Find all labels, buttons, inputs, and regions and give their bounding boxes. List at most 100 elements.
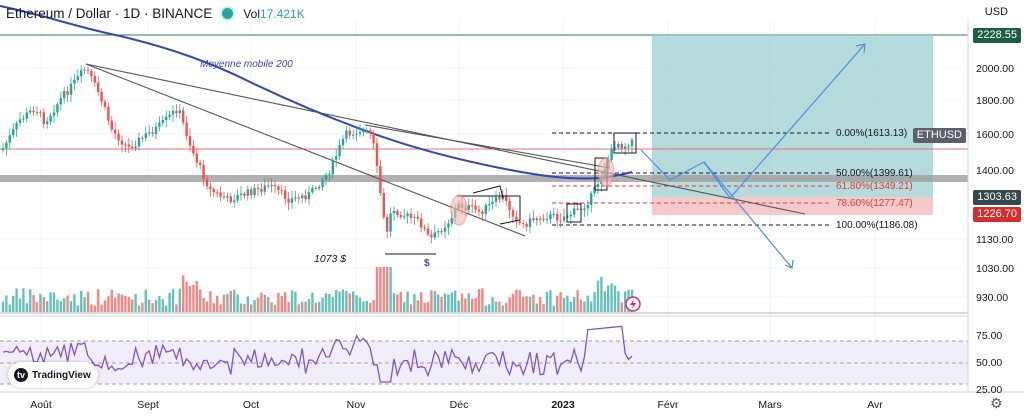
candle-body <box>29 110 32 113</box>
candle-body <box>212 189 215 193</box>
time-tick: Mars <box>758 399 781 411</box>
candle-body <box>103 101 107 107</box>
candle-body <box>236 194 239 201</box>
candle-body <box>199 162 202 165</box>
volume-bar <box>18 298 22 312</box>
fib-retracement[interactable] <box>552 132 830 226</box>
volume-bar <box>46 301 49 312</box>
fib-labels: 0.00%(1613.13) 50.00%(1399.61) 61.80%(13… <box>836 128 918 231</box>
candle-body <box>120 140 124 145</box>
candle-body <box>32 110 35 113</box>
volume-bar <box>22 288 25 312</box>
volume-bar <box>573 296 576 312</box>
candle-body <box>508 200 511 210</box>
volume-bar <box>477 289 481 312</box>
candle-body <box>117 133 120 141</box>
settings-gear-icon[interactable]: ⚙ <box>990 395 1003 411</box>
candle-body <box>175 110 178 114</box>
candle-body <box>233 200 236 202</box>
candle-body <box>161 120 164 123</box>
symbol-title[interactable]: Ethereum / Dollar · 1D · BINANCE <box>6 6 213 21</box>
volume-bar <box>596 280 600 312</box>
volume-bar <box>29 289 32 312</box>
tradingview-logo[interactable]: tv TradingView <box>8 362 98 388</box>
price-axis[interactable]: 2000.00 1800.00 1600.00 1400.00 1130.00 … <box>976 63 1014 304</box>
volume-bar <box>5 295 8 312</box>
volume-bar <box>406 291 409 312</box>
candle-body <box>52 112 56 116</box>
candle-body <box>630 139 634 147</box>
volume-bar <box>56 299 59 312</box>
volume-bar <box>617 291 620 312</box>
candle-body <box>8 135 11 143</box>
candle-body <box>416 216 419 219</box>
candle-body <box>131 146 134 149</box>
volume-bar <box>134 293 137 312</box>
volume-bar <box>579 299 583 312</box>
volume-bar <box>348 293 351 312</box>
volume-bar <box>219 304 222 312</box>
projection-alt-path[interactable] <box>703 161 793 269</box>
candle-body <box>141 137 144 139</box>
candle-body <box>263 185 266 192</box>
tradingview-mark-icon: tv <box>14 368 28 382</box>
volume-bars <box>1 267 634 312</box>
price-tick: 1030.00 <box>976 263 1014 275</box>
rsi-axis[interactable]: 75.00 50.00 25.00 <box>976 330 1002 396</box>
volume-bar <box>318 301 321 312</box>
volume-bar <box>148 299 151 312</box>
volume-bar <box>522 296 525 312</box>
time-tick: Nov <box>347 399 366 411</box>
volume-bar <box>141 302 144 312</box>
ma-label: Moyenne mobile 200 <box>200 59 293 70</box>
candle-body <box>488 204 491 206</box>
volume-bar <box>239 303 243 312</box>
moving-average-200[interactable] <box>0 5 633 180</box>
volume-bar <box>314 302 317 312</box>
fib-label-50: 50.00%(1399.61) <box>836 168 913 179</box>
candle-body <box>134 146 137 149</box>
volume-bar <box>437 294 440 312</box>
candle-body <box>137 137 141 147</box>
candle-body <box>107 106 110 121</box>
candle-body <box>379 166 382 194</box>
volume-bar <box>73 294 76 312</box>
candle-body <box>216 192 219 194</box>
market-status-icon <box>220 6 236 21</box>
candle-body <box>440 231 443 233</box>
volume-bar <box>290 290 294 312</box>
volume-bar <box>168 292 171 312</box>
stop-zone[interactable] <box>652 197 933 215</box>
target-zone[interactable] <box>652 35 933 197</box>
candle-body <box>583 208 586 210</box>
volume-bar <box>467 293 470 312</box>
time-tick: Oct <box>243 399 259 411</box>
volume-bar <box>124 296 127 312</box>
candle-body <box>386 217 389 232</box>
candle-body <box>202 164 205 180</box>
volume-legend[interactable]: Vol17.421K <box>243 7 304 21</box>
candle-body <box>243 193 246 196</box>
candle-body <box>195 153 198 163</box>
volume-bar <box>226 293 229 312</box>
volume-bar <box>246 296 249 312</box>
volume-bar <box>511 293 515 312</box>
candle-body <box>93 76 96 83</box>
candle-body <box>83 69 86 71</box>
volume-bar <box>362 301 365 312</box>
volume-bar <box>49 292 52 312</box>
candle-body <box>471 205 474 207</box>
volume-bar <box>358 297 362 312</box>
volume-bar <box>454 290 457 312</box>
currency-selector[interactable]: USD <box>984 6 1008 18</box>
volume-bar <box>188 285 192 312</box>
candle-body <box>484 205 487 214</box>
volume-bar <box>610 283 613 312</box>
volume-bar <box>216 295 219 312</box>
time-axis[interactable]: Août Sept Oct Nov Déc 2023 Févr Mars Avr <box>30 399 883 411</box>
candle-body <box>205 179 209 187</box>
volume-bar <box>12 295 15 312</box>
volume-bar <box>372 300 375 312</box>
